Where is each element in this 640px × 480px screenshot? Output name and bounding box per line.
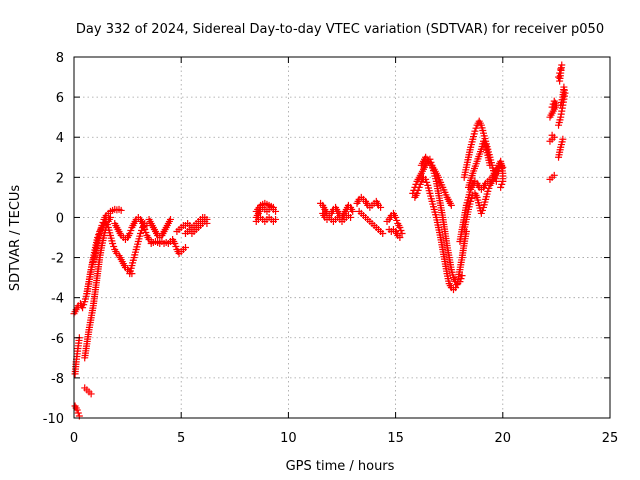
data-point	[422, 175, 430, 183]
y-tick-label: -10	[43, 412, 64, 427]
x-tick-labels: 0 5 10 15 20 25	[70, 431, 618, 446]
data-point	[557, 101, 565, 109]
data-point	[458, 272, 466, 280]
data-point	[127, 226, 135, 234]
data-point	[393, 216, 401, 224]
x-tick-label: 0	[70, 431, 78, 446]
data-point	[478, 206, 486, 214]
x-tick-label: 25	[602, 431, 619, 446]
data-point	[477, 209, 485, 217]
data-point	[413, 189, 421, 197]
data-point	[349, 207, 357, 215]
data-point	[492, 167, 500, 175]
data-point	[141, 225, 149, 233]
data-point	[548, 103, 556, 111]
data-point	[486, 161, 494, 169]
data-point	[498, 180, 506, 188]
data-point	[447, 201, 455, 209]
data-point	[106, 213, 114, 221]
data-point	[74, 409, 82, 417]
data-point	[549, 100, 557, 108]
data-point	[166, 215, 174, 223]
data-point	[471, 127, 479, 135]
data-point	[347, 213, 355, 221]
y-tick-labels: -10 -8 -6 -4 -2 0 2 4 6 8	[43, 51, 64, 427]
x-axis-label: GPS time / hours	[286, 459, 395, 474]
data-point	[377, 203, 385, 211]
data-point	[379, 229, 387, 237]
data-point	[79, 304, 87, 312]
data-point	[117, 206, 125, 214]
data-point	[272, 215, 280, 223]
y-tick-label: 2	[56, 171, 64, 186]
data-point	[136, 229, 144, 237]
grid-lines	[74, 57, 610, 418]
data-point	[468, 194, 476, 202]
data-point	[396, 223, 404, 231]
data-point	[415, 183, 423, 191]
data-point	[272, 207, 280, 215]
data-point	[548, 131, 556, 139]
y-tick-label: -2	[51, 252, 64, 267]
y-tick-label: -8	[51, 372, 64, 387]
y-tick-label: -4	[51, 292, 64, 307]
data-point	[491, 170, 499, 178]
data-point	[472, 124, 480, 132]
data-point	[102, 217, 110, 225]
data-point	[203, 219, 211, 227]
data-point	[414, 186, 422, 194]
x-tick-label: 15	[387, 431, 404, 446]
axis-ticks	[73, 56, 611, 419]
data-point	[467, 197, 475, 205]
x-tick-label: 10	[280, 431, 297, 446]
y-tick-label: 8	[56, 51, 64, 66]
data-point	[139, 219, 147, 227]
y-tick-label: 6	[56, 91, 64, 106]
data-point	[490, 173, 498, 181]
data-point	[95, 230, 103, 238]
data-point	[103, 220, 111, 228]
data-point	[140, 222, 148, 230]
y-tick-label: -6	[51, 332, 64, 347]
data-point	[452, 284, 460, 292]
data-point	[485, 184, 493, 192]
data-point	[499, 177, 507, 185]
data-point	[126, 229, 134, 237]
data-points	[70, 61, 569, 420]
data-point	[73, 406, 81, 414]
data-point	[416, 180, 424, 188]
data-point	[497, 183, 505, 191]
data-point	[484, 187, 492, 195]
data-point	[550, 171, 558, 179]
data-point	[94, 234, 102, 241]
data-point	[396, 234, 404, 241]
data-point	[492, 177, 500, 185]
data-point	[397, 226, 405, 234]
y-tick-label: 4	[56, 131, 64, 146]
data-point	[453, 281, 461, 289]
data-point	[80, 301, 88, 309]
data-point	[181, 244, 189, 252]
data-point	[559, 135, 567, 143]
data-point	[172, 243, 180, 251]
data-point	[423, 178, 431, 186]
data-point	[87, 390, 95, 398]
data-point	[138, 226, 146, 234]
data-point	[142, 228, 150, 236]
x-tick-label: 20	[495, 431, 512, 446]
plot-frame	[73, 56, 611, 419]
y-tick-label: 0	[56, 211, 64, 226]
data-point	[109, 240, 117, 248]
data-point	[556, 77, 564, 85]
data-point	[269, 203, 277, 211]
data-point	[550, 97, 558, 105]
data-point	[171, 240, 179, 248]
y-axis-label: SDTVAR / TECUs	[8, 185, 23, 292]
data-point	[110, 243, 118, 251]
data-point	[392, 213, 400, 221]
chart-title: Day 332 of 2024, Sidereal Day-to-day VTE…	[76, 22, 604, 37]
x-tick-label: 5	[177, 431, 185, 446]
